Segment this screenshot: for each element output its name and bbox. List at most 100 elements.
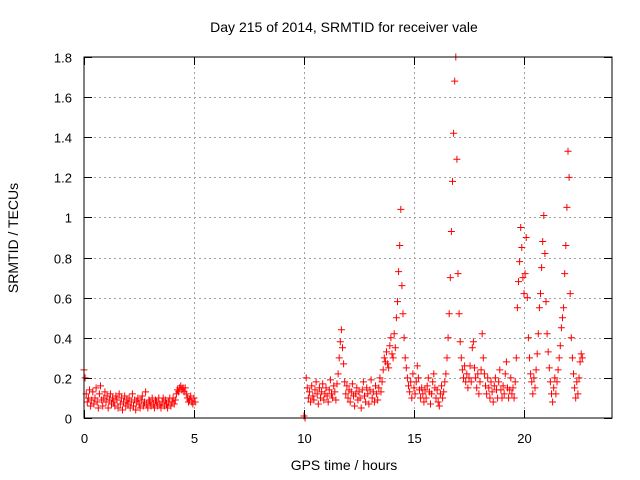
data-point <box>94 404 102 412</box>
data-point <box>142 388 150 396</box>
data-point <box>121 392 129 400</box>
data-point <box>464 384 472 392</box>
x-tick-label: 10 <box>297 431 311 446</box>
y-tick-label: 0.2 <box>54 372 72 387</box>
data-point <box>402 364 410 372</box>
axis-ticks <box>84 57 612 419</box>
data-point <box>359 378 367 386</box>
data-point <box>91 394 99 402</box>
data-point <box>531 384 539 392</box>
data-point <box>401 354 409 362</box>
data-point <box>375 384 383 392</box>
data-point <box>410 384 418 392</box>
data-point <box>515 278 522 286</box>
data-point <box>310 396 318 404</box>
data-point <box>529 390 537 398</box>
data-point <box>516 258 524 266</box>
data-point <box>468 344 476 352</box>
data-point <box>412 378 420 386</box>
data-point <box>513 304 521 312</box>
data-point <box>545 364 553 372</box>
data-point <box>378 378 386 386</box>
data-point <box>484 374 492 382</box>
data-point <box>376 374 384 382</box>
data-point <box>334 370 342 378</box>
data-point <box>522 234 530 241</box>
data-point <box>130 402 137 410</box>
data-point <box>509 384 517 392</box>
data-point <box>384 360 392 368</box>
data-point <box>527 370 535 378</box>
data-point <box>343 382 351 390</box>
data-point <box>447 227 455 235</box>
y-tick-label: 0.6 <box>54 292 72 307</box>
data-point <box>455 310 463 318</box>
data-point <box>303 384 311 392</box>
data-point <box>119 406 126 414</box>
data-point <box>539 238 547 246</box>
data-point <box>433 386 441 394</box>
data-point <box>115 390 123 398</box>
data-point <box>319 380 327 388</box>
data-point <box>435 402 443 410</box>
data-point <box>368 394 376 402</box>
data-point <box>576 358 584 366</box>
data-point <box>423 382 431 390</box>
data-point <box>97 382 104 390</box>
data-point <box>302 374 310 382</box>
data-point <box>565 173 573 181</box>
data-point <box>443 354 451 362</box>
data-point <box>341 378 349 386</box>
data-point <box>391 344 399 352</box>
data-point <box>424 374 432 382</box>
data-point <box>538 264 546 272</box>
data-point <box>364 390 372 398</box>
data-point <box>458 366 466 374</box>
data-point <box>561 270 569 278</box>
data-point <box>526 354 533 362</box>
data-point <box>95 390 103 398</box>
y-tick-label: 1 <box>65 211 72 226</box>
data-point <box>308 382 316 390</box>
data-point <box>530 374 538 382</box>
data-point <box>577 350 585 358</box>
data-point <box>336 338 344 346</box>
data-point <box>340 360 348 368</box>
data-point <box>92 384 100 392</box>
data-point <box>557 324 565 332</box>
data-point <box>113 396 121 404</box>
data-point <box>467 378 475 386</box>
data-point <box>496 366 504 374</box>
y-tick-label: 0 <box>65 412 72 427</box>
data-point <box>578 354 586 362</box>
data-point <box>367 376 375 384</box>
data-point <box>312 378 320 386</box>
data-point <box>534 330 542 338</box>
data-point <box>456 338 464 346</box>
data-point <box>549 398 557 406</box>
data-point <box>567 334 575 342</box>
data-point <box>472 374 480 382</box>
data-point <box>337 326 345 334</box>
data-point <box>540 211 548 219</box>
data-point <box>497 386 505 394</box>
data-point <box>480 370 488 378</box>
data-point <box>374 396 382 404</box>
x-axis-label: GPS time / hours <box>291 457 398 473</box>
data-point <box>347 388 355 396</box>
data-point <box>429 378 437 386</box>
data-point <box>104 404 112 412</box>
data-point <box>502 358 510 366</box>
data-point <box>181 384 189 392</box>
data-point <box>313 390 321 398</box>
data-point <box>474 370 482 378</box>
data-point <box>430 370 438 378</box>
data-point <box>550 384 558 392</box>
data-point <box>324 398 332 406</box>
data-point <box>440 388 448 396</box>
y-tick-label: 1.4 <box>54 131 72 146</box>
data-point <box>488 388 496 396</box>
data-point <box>523 294 531 302</box>
data-point <box>573 378 581 386</box>
